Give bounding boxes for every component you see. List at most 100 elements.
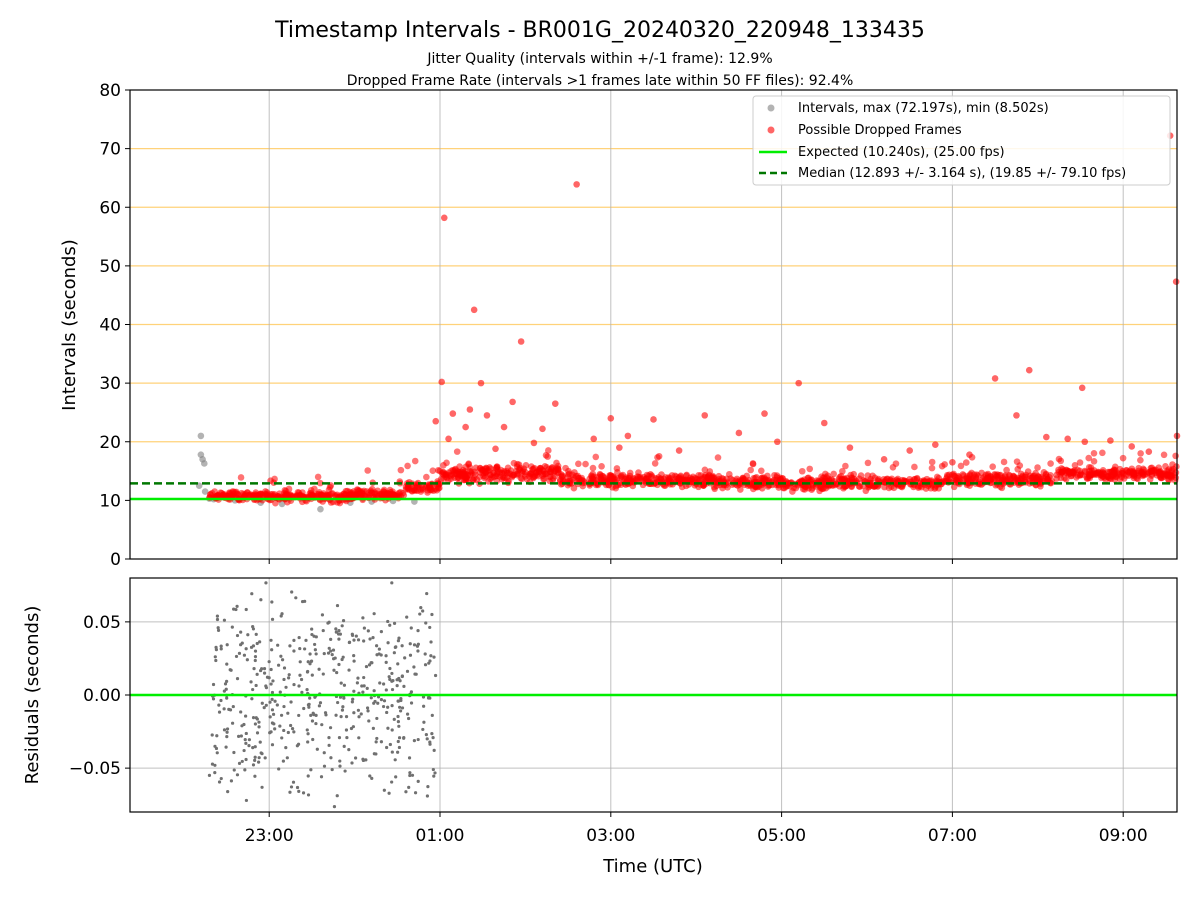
residual-point [428, 659, 432, 663]
residual-point [381, 704, 386, 709]
dropped-frame-point [799, 485, 807, 493]
residual-point [335, 603, 340, 608]
residual-point [418, 612, 422, 616]
residual-point [310, 719, 315, 723]
residual-point [251, 716, 256, 720]
dropped-frame-point [933, 473, 941, 481]
dropped-frame-point [773, 472, 781, 479]
dropped-frame-point [1130, 474, 1138, 482]
residual-point [332, 805, 337, 809]
residual-point [309, 713, 313, 717]
residual-point [382, 682, 386, 686]
residual-point [386, 641, 390, 645]
interval-point [197, 432, 205, 440]
residual-point [329, 637, 333, 642]
dropped-frame-point [314, 473, 322, 481]
residual-point [369, 696, 373, 700]
intervals-panel: 0 10 20 30 40 50 60 70 80 [99, 81, 1181, 570]
dropped-frame-point [462, 423, 469, 431]
y-tick-label: 50 [99, 257, 121, 277]
dropped-frame-point [949, 458, 956, 466]
residual-point [392, 621, 397, 625]
dropped-frame-point [761, 410, 768, 417]
dropped-frame-point [554, 465, 562, 473]
dropped-frame-point [660, 475, 668, 483]
residual-point [244, 798, 249, 803]
dropped-frame-point [575, 460, 582, 468]
residual-point [217, 710, 222, 714]
residual-point [432, 655, 436, 659]
y-tick-label: 0.00 [83, 686, 121, 706]
residuals-panel: −0.05 0.00 0.05 23:00 01:00 03:00 05:00 07:00 09… [69, 577, 1178, 846]
dropped-frame-point [454, 473, 462, 481]
legend-label-dropped: Possible Dropped Frames [798, 123, 962, 138]
dropped-frame-point [470, 306, 478, 314]
dropped-frame-point [298, 492, 306, 500]
residual-point [292, 649, 296, 653]
dropped-frame-point [449, 410, 457, 417]
residual-point [372, 689, 376, 693]
dropped-frame-point [1090, 450, 1098, 457]
dropped-frame-point [1107, 437, 1114, 444]
residual-point [340, 624, 344, 628]
dropped-frame-point [598, 463, 605, 470]
residual-point [255, 717, 259, 721]
dropped-frame-point [950, 470, 957, 478]
residual-point [431, 767, 435, 772]
dropped-frame-point [440, 214, 448, 222]
residual-point [374, 740, 378, 744]
x-tick-label: 09:00 [1099, 826, 1148, 846]
dropped-frame-point [430, 487, 437, 494]
residual-point [402, 736, 406, 740]
dropped-frame-point [1141, 471, 1149, 479]
residual-point [207, 773, 212, 777]
residual-point [373, 699, 377, 704]
residual-point [279, 654, 283, 658]
residual-point [360, 684, 364, 688]
residual-point [249, 680, 253, 684]
residual-point [216, 628, 221, 632]
dropped-frame-point [557, 471, 565, 478]
residual-point [416, 737, 420, 742]
residual-point [244, 647, 248, 651]
residual-point [388, 677, 392, 682]
dropped-frame-point [467, 468, 475, 475]
dropped-frame-point [614, 469, 621, 476]
residual-point [310, 627, 314, 631]
dropped-frame-point [1085, 454, 1093, 462]
dropped-frame-point [1085, 470, 1092, 478]
residual-point [410, 773, 415, 777]
dropped-frame-point [1021, 476, 1029, 483]
dropped-frame-point [781, 484, 788, 492]
residual-point [382, 699, 387, 703]
residual-point [222, 618, 227, 622]
dropped-frame-point [1047, 460, 1054, 467]
residual-point [415, 644, 420, 648]
dropped-frame-point [486, 471, 494, 479]
dropped-frame-point [609, 484, 616, 491]
dropped-frame-point [695, 472, 702, 479]
residual-point [431, 736, 435, 740]
residual-point [337, 662, 341, 667]
dropped-frame-point [1003, 466, 1010, 474]
dropped-frame-point [592, 476, 599, 484]
residual-point [240, 759, 244, 764]
residual-point [247, 738, 252, 742]
residual-point [215, 617, 220, 622]
dropped-frame-point [438, 378, 446, 386]
residual-point [412, 643, 417, 647]
residual-point [225, 643, 229, 647]
residual-point [375, 736, 379, 741]
x-axis-label: Time (UTC) [602, 856, 703, 877]
residual-point [371, 635, 375, 640]
residual-point [265, 675, 270, 679]
residual-point [292, 638, 296, 643]
residual-point [384, 688, 388, 692]
residual-point [222, 689, 226, 693]
residual-point [210, 762, 215, 766]
residual-point [262, 671, 267, 675]
legend-box [752, 95, 1171, 186]
dropped-frame-point [701, 412, 709, 419]
residual-point [327, 736, 331, 740]
residual-point [322, 764, 327, 768]
